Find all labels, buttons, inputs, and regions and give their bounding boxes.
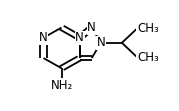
Text: CH₃: CH₃ — [137, 22, 159, 35]
Text: NH₂: NH₂ — [50, 79, 73, 92]
Text: CH₃: CH₃ — [137, 51, 159, 64]
Text: N: N — [96, 36, 105, 49]
Text: N: N — [39, 31, 48, 44]
Text: N: N — [75, 31, 84, 44]
Text: N: N — [87, 21, 96, 34]
